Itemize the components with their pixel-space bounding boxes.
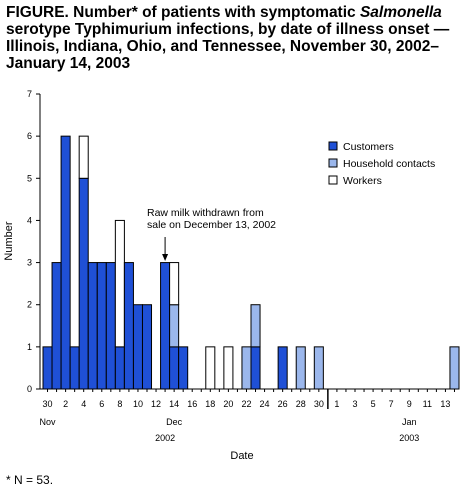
y-tick-label: 2 [27,300,32,310]
y-tick-label: 3 [27,258,32,268]
bar-segment [295,346,306,390]
x-tick-label: 30 [43,399,53,409]
bar-segment [141,304,153,390]
x-month-label: Jan [402,417,417,427]
x-month-label: Dec [166,417,183,427]
y-tick-label: 7 [27,89,32,99]
x-tick-label: 11 [423,399,432,409]
x-tick-label: 1 [334,399,339,409]
bar-segment [449,346,460,390]
bar-segment [114,219,125,348]
x-tick-label: 3 [352,399,357,409]
x-tick-label: 6 [99,399,104,409]
legend-label: Customers [343,141,394,153]
x-tick-label: 30 [314,399,324,409]
x-tick-label: 2 [63,399,68,409]
x-year-label: 2002 [155,433,175,443]
bar-segment [160,262,171,390]
x-tick-label: 22 [241,399,251,409]
x-month-label: Nov [40,417,57,427]
y-tick-label: 4 [27,215,32,225]
x-tick-label: 9 [407,399,412,409]
x-tick-label: 14 [169,399,179,409]
annotation-text: sale on December 13, 2002 [147,219,276,231]
x-tick-label: 12 [151,399,161,409]
x-axis-title: Date [230,450,253,462]
bar-segment [69,346,80,390]
footnote: * N = 53. [6,473,54,487]
bar-segment [169,262,180,306]
bar-segment [60,135,71,390]
y-tick-label: 5 [27,173,32,183]
annotation-arrow-head [162,254,169,261]
y-tick-label: 1 [27,342,32,352]
bar-segment [313,346,324,390]
legend-swatch [328,141,338,151]
y-tick-label: 0 [27,384,32,394]
x-year-label: 2003 [399,433,419,443]
legend-label: Workers [343,175,382,187]
x-tick-label: 10 [133,399,143,409]
y-axis-title: Number [3,221,15,260]
bar-segment [105,262,116,390]
x-tick-label: 4 [81,399,86,409]
x-tick-label: 16 [187,399,197,409]
bar-segment [178,346,189,390]
x-tick-label: 8 [117,399,122,409]
legend-label: Household contacts [343,158,435,170]
bar-segment [132,304,143,390]
bar-segment [277,346,288,390]
annotation-text: Raw milk withdrawn from [147,207,264,219]
legend-swatch [328,175,338,185]
bar-segment [114,346,125,390]
bar-segment [205,346,216,390]
bar-segment [51,262,62,390]
x-tick-label: 13 [440,399,450,409]
bar-segment [87,262,98,390]
bar-segment [169,304,180,348]
x-tick-label: 20 [223,399,233,409]
chart-title: FIGURE. Number* of patients with symptom… [6,4,450,72]
x-tick-label: 24 [260,399,270,409]
bar-segment [169,346,180,390]
bar-segment [250,346,261,390]
bar-segment [96,262,107,390]
bar-segment [241,346,252,390]
x-tick-label: 26 [278,399,288,409]
x-tick-label: 7 [389,399,394,409]
bar-segment [78,177,89,390]
x-tick-label: 28 [296,399,306,409]
x-tick-label: 5 [371,399,376,409]
bar-segment [78,135,89,179]
bar-segment [250,304,261,348]
bar-segment [123,262,134,390]
bar-segment [42,346,53,390]
bar-segment [223,346,234,390]
legend-swatch [328,158,338,168]
x-tick-label: 18 [205,399,215,409]
y-tick-label: 6 [27,131,32,141]
